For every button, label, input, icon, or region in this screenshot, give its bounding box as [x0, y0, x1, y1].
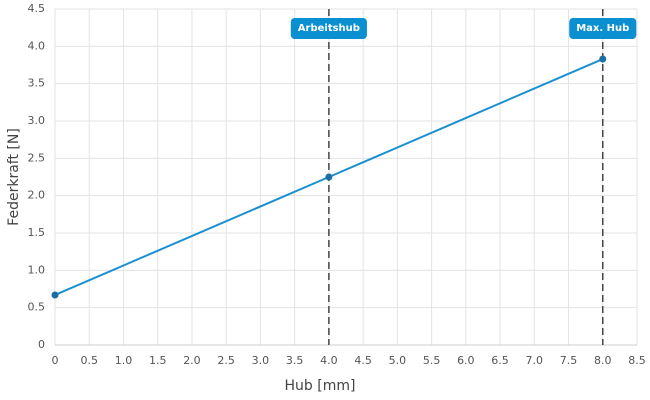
- x-tick-label: 3.0: [252, 354, 270, 367]
- y-tick-label: 1.0: [28, 263, 46, 276]
- y-tick-label: 4.0: [28, 39, 46, 52]
- annotation-label: Max. Hub: [576, 23, 629, 34]
- x-tick-label: 2.0: [183, 354, 201, 367]
- x-tick-label: 8.0: [594, 354, 612, 367]
- x-tick-label: 1.5: [149, 354, 167, 367]
- annotation-box: [290, 18, 367, 39]
- data-point: [325, 173, 333, 181]
- y-tick-label: 3.0: [28, 114, 46, 127]
- x-tick-label: 4.0: [320, 354, 338, 367]
- x-tick-label: 2.5: [217, 354, 235, 367]
- x-tick-label: 3.5: [286, 354, 304, 367]
- y-tick-label: 0: [38, 338, 45, 351]
- x-tick-label: 7.5: [560, 354, 578, 367]
- x-axis-label: Hub [mm]: [285, 378, 356, 394]
- x-tick-label: 4.5: [354, 354, 372, 367]
- x-tick-label: 6.5: [491, 354, 509, 367]
- x-tick-label: 7.0: [526, 354, 544, 367]
- annotation-label: Arbeitshub: [298, 23, 360, 34]
- y-tick-label: 3.5: [28, 77, 46, 90]
- y-tick-label: 1.5: [28, 226, 46, 239]
- annotation-badge: Arbeitshub: [290, 18, 367, 39]
- data-point: [599, 55, 607, 63]
- y-tick-label: 2.0: [28, 189, 46, 202]
- x-tick-label: 5.5: [423, 354, 441, 367]
- y-axis-label: Federkraft [N]: [6, 128, 22, 226]
- annotation-badge: Max. Hub: [569, 18, 637, 39]
- x-tick-label: 6.0: [457, 354, 475, 367]
- x-tick-label: 0.5: [80, 354, 98, 367]
- data-point: [51, 291, 59, 299]
- x-tick-label: 8.5: [628, 354, 646, 367]
- x-tick-label: 1.0: [115, 354, 133, 367]
- y-tick-label: 2.5: [28, 151, 46, 164]
- y-tick-label: 0.5: [28, 301, 46, 314]
- x-tick-label: 0: [52, 354, 59, 367]
- x-tick-label: 5.0: [389, 354, 407, 367]
- y-tick-label: 4.5: [28, 2, 46, 15]
- annotation-box: [569, 18, 637, 39]
